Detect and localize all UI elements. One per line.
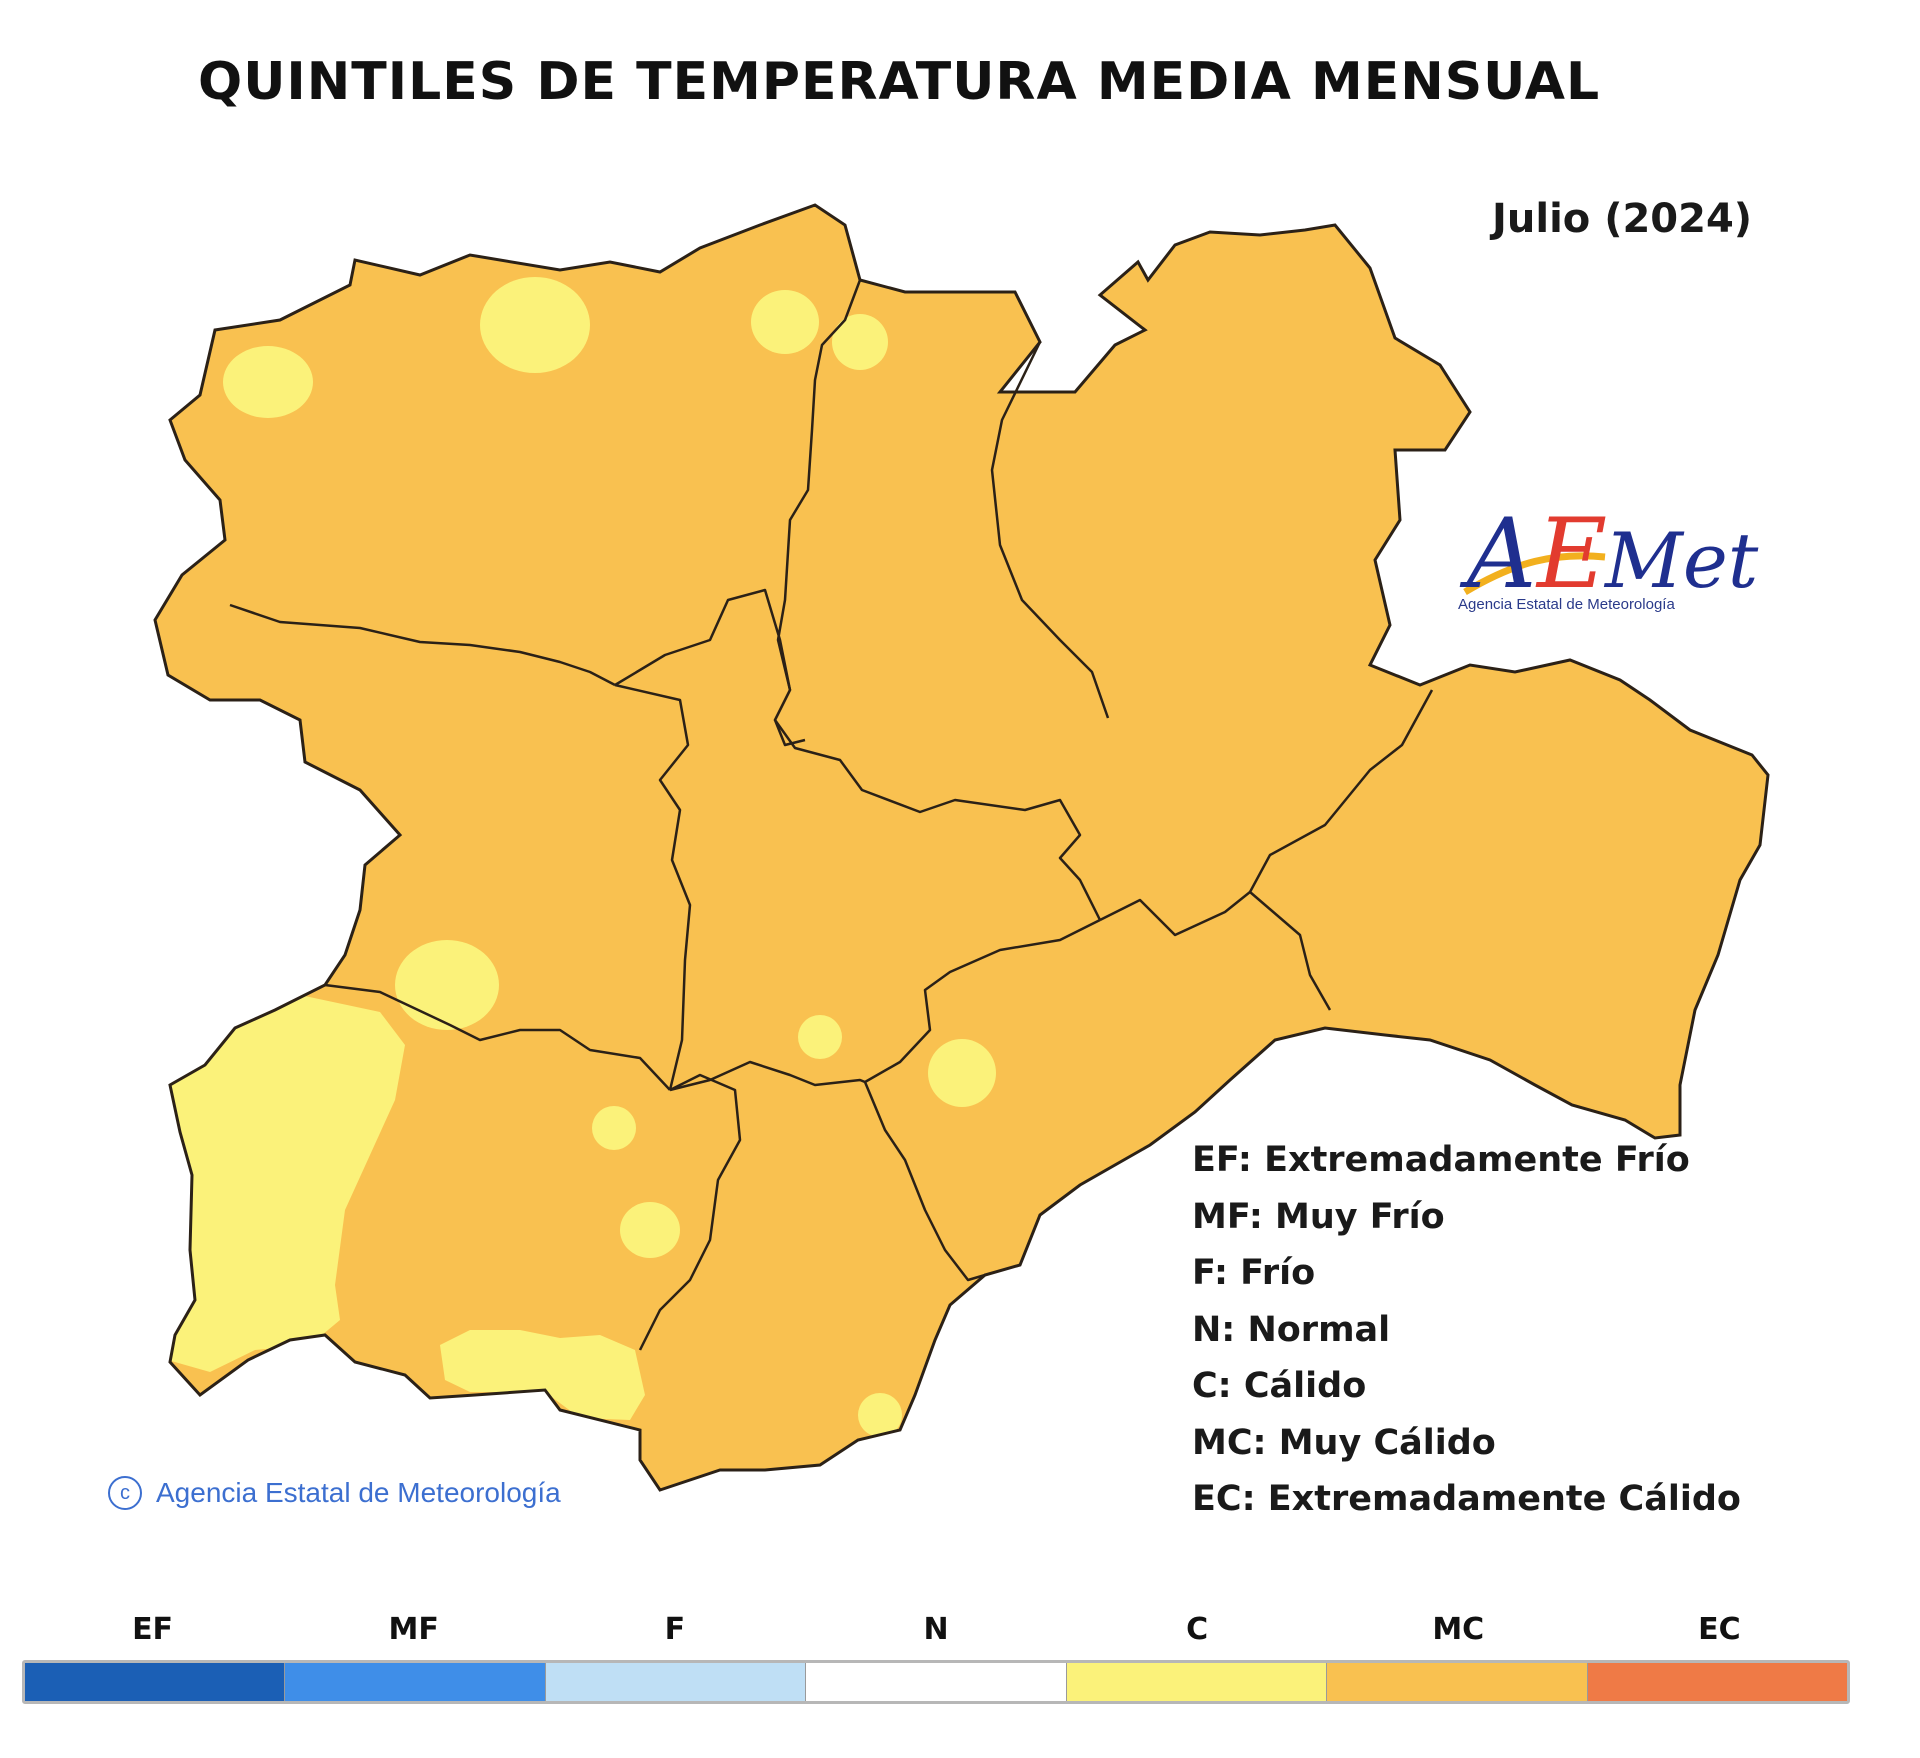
copyright-icon: c <box>108 1476 142 1510</box>
scale-label-n: N <box>923 1612 949 1647</box>
c-area-southwest <box>165 995 405 1372</box>
border-avila-segovia <box>863 1081 986 1282</box>
legend-item-n: N: Normal <box>1192 1309 1391 1350</box>
c-area-n1 <box>751 290 819 354</box>
scale-label-ec: EC <box>1698 1612 1741 1647</box>
border-zamora-valladolid <box>614 683 692 1091</box>
logo-swoosh <box>1463 552 1606 596</box>
scale-swatch-ec <box>1587 1663 1847 1701</box>
period-label: Julio (2024) <box>1492 196 1753 242</box>
scale-swatch-mc <box>1327 1663 1588 1701</box>
c-area-w <box>395 940 499 1030</box>
border-palencia-burgos <box>990 341 1110 719</box>
c-area-s1 <box>592 1106 636 1150</box>
c-area-s2 <box>620 1202 680 1258</box>
scale-swatch-n <box>806 1663 1067 1701</box>
scale-label-c: C <box>1186 1612 1209 1647</box>
c-area-nw2 <box>480 277 590 373</box>
logo-letter-e: E <box>1535 498 1607 610</box>
scale-labels: EF MF F N C MC EC <box>22 1612 1850 1647</box>
scale-swatch-c <box>1066 1663 1328 1701</box>
scale-label-mc: MC <box>1432 1612 1485 1647</box>
border-leon-zamora <box>229 603 616 687</box>
legend-list: EF: Extremadamente Frío MF: Muy Frío F: … <box>1192 1132 1741 1528</box>
border-valladolid-segovia <box>864 918 1101 1084</box>
map-title: QUINTILES DE TEMPERATURA MEDIA MENSUAL <box>198 52 1601 112</box>
c-area-n2 <box>832 314 888 370</box>
legend-item-ec: EC: Extremadamente Cálido <box>1192 1479 1741 1519</box>
copyright-text: Agencia Estatal de Meteorología <box>156 1477 561 1508</box>
scale-label-f: F <box>664 1612 686 1647</box>
province-borders <box>229 279 1434 1351</box>
copyright-notice: c Agencia Estatal de Meteorología <box>108 1476 561 1510</box>
legend-item-f: F: Frío <box>1192 1253 1316 1293</box>
scale-label-mf: MF <box>388 1612 439 1647</box>
logo-letter-a: A <box>1459 498 1536 610</box>
scale-swatch-f <box>545 1663 807 1701</box>
legend-item-c: C: Cálido <box>1192 1366 1367 1406</box>
border-segovia-soria <box>1099 891 1251 937</box>
c-area-nw1 <box>223 346 313 418</box>
c-class-areas <box>165 277 996 1437</box>
border-burgos-soria <box>1248 689 1434 1011</box>
border-avila-valladolid <box>669 1060 866 1092</box>
legend-item-mc: MC: Muy Cálido <box>1192 1422 1496 1463</box>
border-valladolid <box>614 588 1102 921</box>
scale-swatch-ef <box>25 1663 286 1701</box>
border-zamora-salamanca <box>324 983 671 1091</box>
c-area-s3 <box>858 1393 902 1437</box>
aemet-logo: A E Met <box>1455 482 1785 622</box>
scale-label-ef: EF <box>132 1612 174 1647</box>
logo-letters-met: Met <box>1603 516 1759 605</box>
c-area-center <box>798 1015 842 1059</box>
c-area-se <box>928 1039 996 1107</box>
legend-item-ef: EF: Extremadamente Frío <box>1192 1140 1690 1180</box>
scale-swatch-mf <box>285 1663 546 1701</box>
c-area-south <box>440 1330 645 1420</box>
logo-subtitle: Agencia Estatal de Meteorología <box>1458 596 1675 613</box>
legend-item-mf: MF: Muy Frío <box>1192 1196 1445 1237</box>
color-scale-bar <box>22 1660 1850 1704</box>
